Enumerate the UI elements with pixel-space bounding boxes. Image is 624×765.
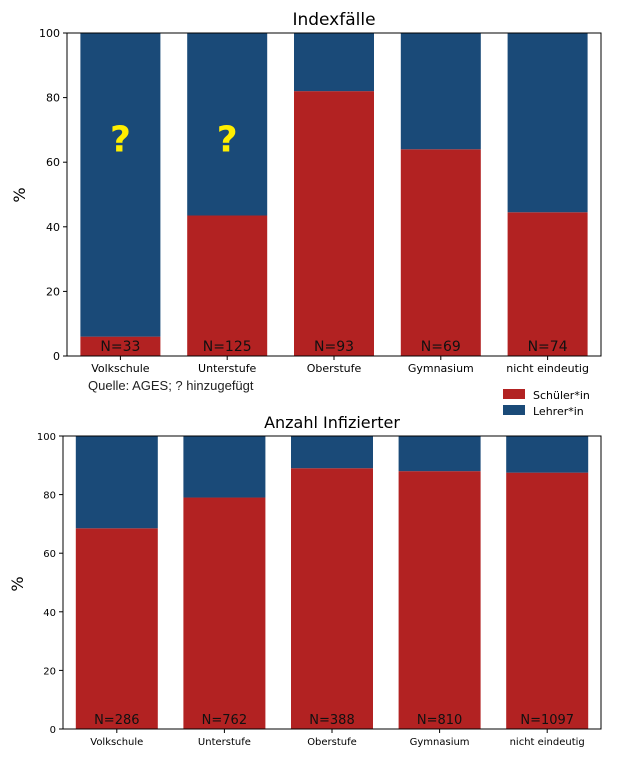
y-tick-label: 60: [43, 549, 56, 560]
bar-lehrer-1-3: [294, 33, 374, 92]
n-label: N=388: [309, 713, 354, 728]
n-label: N=762: [202, 713, 247, 728]
bar-lehrer-1-2: [187, 33, 268, 216]
bar-lehrer-1-5: [507, 33, 588, 213]
legend-label: Lehrer*in: [533, 405, 584, 418]
n-label: N=286: [94, 713, 139, 728]
bar-schueler-2-2: [183, 497, 266, 729]
y-tick-label: 20: [43, 666, 56, 677]
bar-schueler-2-3: [291, 468, 373, 729]
bar-lehrer-2-1: [75, 436, 158, 529]
y-tick-label: 100: [37, 432, 56, 443]
bar-schueler-2-5: [506, 472, 589, 729]
x-tick-label: nicht eindeutig: [510, 737, 585, 748]
n-label: N=74: [528, 339, 568, 355]
bar-lehrer-1-4: [400, 33, 481, 150]
n-label: N=125: [203, 339, 252, 355]
y-tick-label: 60: [46, 156, 60, 169]
legend-label: Schüler*in: [533, 389, 590, 402]
y-tick-label: 100: [39, 27, 60, 40]
legend-swatch-lehrer: [503, 405, 525, 415]
bar-lehrer-1-1: [80, 33, 161, 337]
y-axis-label: %: [8, 576, 27, 591]
bar-schueler-1-5: [507, 212, 588, 356]
y-tick-label: 40: [46, 221, 60, 234]
n-label: N=69: [421, 339, 461, 355]
n-label: N=1097: [520, 713, 574, 728]
y-tick-label: 80: [46, 92, 60, 105]
y-tick-label: 0: [53, 350, 60, 363]
bar-schueler-2-1: [75, 528, 158, 729]
x-tick-label: Gymnasium: [410, 737, 470, 748]
bar-lehrer-2-5: [506, 436, 589, 473]
n-label: N=33: [100, 339, 140, 355]
x-tick-label: Unterstufe: [198, 737, 251, 748]
y-tick-label: 0: [50, 725, 56, 736]
n-label: N=810: [417, 713, 462, 728]
x-tick-label: Oberstufe: [307, 362, 362, 375]
y-tick-label: 40: [43, 608, 56, 619]
bar-schueler-1-3: [294, 91, 374, 356]
x-tick-label: Gymnasium: [408, 362, 474, 375]
y-tick-label: 80: [43, 491, 56, 502]
y-axis-label: %: [10, 187, 29, 202]
bar-schueler-2-4: [398, 471, 481, 729]
x-tick-label: nicht eindeutig: [506, 362, 589, 375]
x-tick-label: Volkschule: [90, 737, 143, 748]
bar-lehrer-2-4: [398, 436, 481, 472]
question-mark-annotation: ?: [217, 120, 238, 161]
x-tick-label: Unterstufe: [198, 362, 257, 375]
bar-lehrer-2-2: [183, 436, 266, 498]
chart-title: Anzahl Infizierter: [264, 413, 400, 432]
bar-schueler-1-2: [187, 215, 268, 356]
legend-swatch-schueler: [503, 389, 525, 399]
bar-schueler-1-4: [400, 149, 481, 356]
source-note: Quelle: AGES; ? hinzugefügt: [88, 378, 254, 393]
chart-title: Indexfälle: [292, 10, 375, 30]
bar-schueler-1-1: [80, 336, 161, 356]
x-tick-label: Volkschule: [91, 362, 150, 375]
question-mark-annotation: ?: [110, 120, 131, 161]
n-label: N=93: [314, 339, 354, 355]
bar-lehrer-2-3: [291, 436, 373, 469]
x-tick-label: Oberstufe: [307, 737, 357, 748]
y-tick-label: 20: [46, 285, 60, 298]
